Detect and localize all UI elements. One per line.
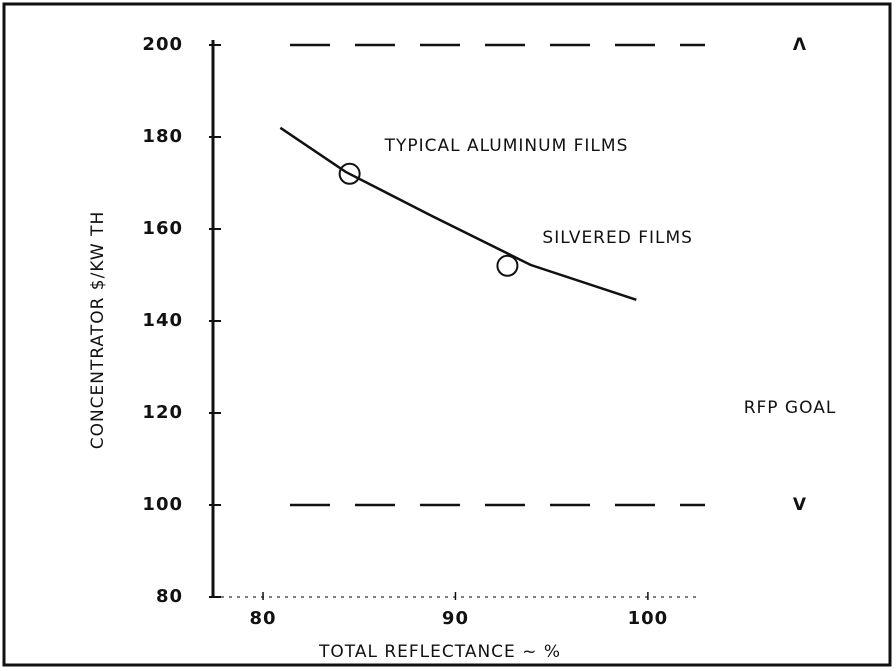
point-label: SILVERED FILMS xyxy=(542,228,693,248)
goal-label: RFP GOAL xyxy=(744,398,837,418)
reference-label: Λ xyxy=(793,35,807,55)
x-tick-label: 90 xyxy=(442,608,469,629)
x-tick-label: 80 xyxy=(250,608,277,629)
point-label: TYPICAL ALUMINUM FILMS xyxy=(384,136,629,156)
y-tick-label: 80 xyxy=(156,586,183,607)
x-axis-label: TOTAL REFLECTANCE ~ % xyxy=(318,642,561,662)
data-point xyxy=(496,254,519,277)
x-tick-label: 100 xyxy=(628,608,669,629)
y-tick-label: 160 xyxy=(142,218,183,239)
curve xyxy=(279,126,637,302)
y-tick-label: 200 xyxy=(142,34,183,55)
y-tick-label: 140 xyxy=(142,310,183,331)
y-tick-label: 180 xyxy=(142,126,183,147)
data-point xyxy=(338,162,361,185)
y-tick-label: 120 xyxy=(142,402,183,423)
y-axis-label: CONCENTRATOR $/KW TH xyxy=(88,211,108,450)
y-tick-label: 100 xyxy=(142,494,183,515)
reference-label: V xyxy=(793,495,807,515)
